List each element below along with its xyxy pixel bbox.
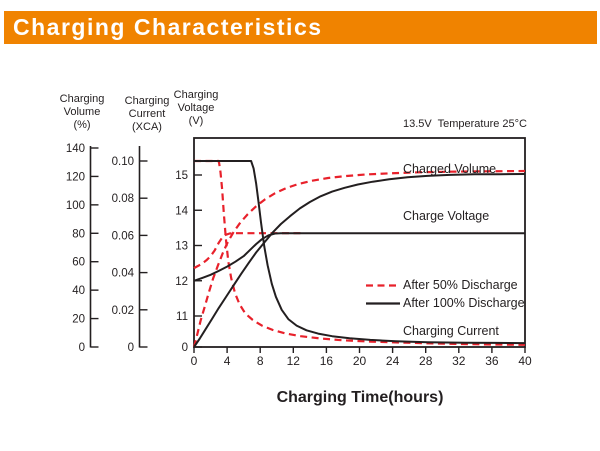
x-axis-tick-label: 16 — [320, 354, 334, 368]
x-axis-tick-label: 4 — [224, 354, 231, 368]
series-line-current_100 — [194, 160, 526, 345]
x-axis-tick-label: 8 — [257, 354, 264, 368]
axis-title-line: Current — [128, 108, 166, 120]
y-axis-voltage-tick-label: 13 — [175, 241, 188, 253]
x-axis-title: Charging Time(hours) — [276, 389, 444, 406]
axis-unit-label: (V) — [188, 115, 204, 127]
series-line-voltage_50 — [193, 232, 302, 270]
y-axis-title-voltage: Charging Voltage (V) — [161, 89, 231, 128]
x-axis-tick-label: 28 — [419, 354, 433, 368]
chart-annotation: 13.5V Temperature 25°C — [402, 118, 527, 130]
y-axis-voltage-tick-label: 14 — [175, 205, 188, 217]
x-axis-tick-label: 40 — [518, 354, 532, 368]
y-axis-title-volume: Charging Volume (%) — [47, 93, 117, 132]
y-axis-volume-tick-label: 100 — [66, 200, 85, 212]
x-axis-tick-label: 12 — [287, 354, 301, 368]
y-axis-voltage-tick-label: 11 — [176, 311, 188, 323]
curve-label-charge-voltage: Charge Voltage — [403, 209, 490, 223]
y-axis-current-tick-label: 0.08 — [112, 193, 134, 205]
y-axis-voltage-tick-label: 0 — [182, 342, 188, 354]
series-line-voltage_100 — [193, 232, 525, 282]
axis-title-line: Voltage — [177, 102, 215, 114]
legend-label-50-discharge: After 50% Discharge — [403, 278, 518, 292]
curve-label-charging-current: Charging Current — [403, 324, 499, 338]
series-line-volume_100 — [193, 173, 526, 348]
axis-title-line: Charging — [59, 93, 105, 105]
y-axis-volume-tick-label: 80 — [72, 228, 85, 240]
y-axis-volume-tick-label: 40 — [72, 285, 85, 297]
page-title: Charging Characteristics — [13, 14, 323, 40]
curve-label-charged-volume: Charged Volume — [403, 162, 497, 176]
y-axis-volume-tick-label: 120 — [66, 171, 85, 183]
x-axis-tick-label: 0 — [191, 354, 198, 368]
series-line-volume_50 — [192, 169, 526, 348]
axis-title-line: Charging — [173, 89, 219, 101]
x-axis-tick-label: 32 — [452, 354, 466, 368]
y-axis-volume-tick-label: 0 — [79, 342, 85, 354]
y-axis-voltage-tick-label: 15 — [175, 170, 188, 182]
x-axis-tick-label: 24 — [386, 354, 400, 368]
y-axis-volume-tick-label: 20 — [72, 314, 85, 326]
title-bar: Charging Characteristics — [4, 11, 597, 44]
y-axis-current-tick-label: 0.10 — [112, 156, 134, 168]
y-axis-voltage-tick-label: 12 — [175, 276, 188, 288]
series-line-current_50 — [194, 159, 526, 346]
y-axis-current-tick-label: 0.02 — [112, 305, 134, 317]
legend-label-100-discharge: After 100% Discharge — [403, 296, 525, 310]
axis-title-line: Volume — [63, 106, 101, 118]
axis-unit-label: (%) — [73, 119, 91, 131]
y-axis-volume-tick-label: 60 — [72, 257, 85, 269]
x-axis-tick-label: 36 — [485, 354, 499, 368]
x-axis-tick-label: 20 — [353, 354, 367, 368]
y-axis-title-current: Charging Current (XCA) — [112, 95, 182, 134]
y-axis-current-tick-label: 0.04 — [112, 268, 135, 280]
y-axis-current-tick-label: 0 — [128, 342, 134, 354]
y-axis-current-tick-label: 0.06 — [112, 230, 134, 242]
axis-unit-label: (XCA) — [132, 121, 162, 133]
y-axis-volume-tick-label: 140 — [66, 143, 85, 155]
axis-title-line: Charging — [124, 95, 170, 107]
